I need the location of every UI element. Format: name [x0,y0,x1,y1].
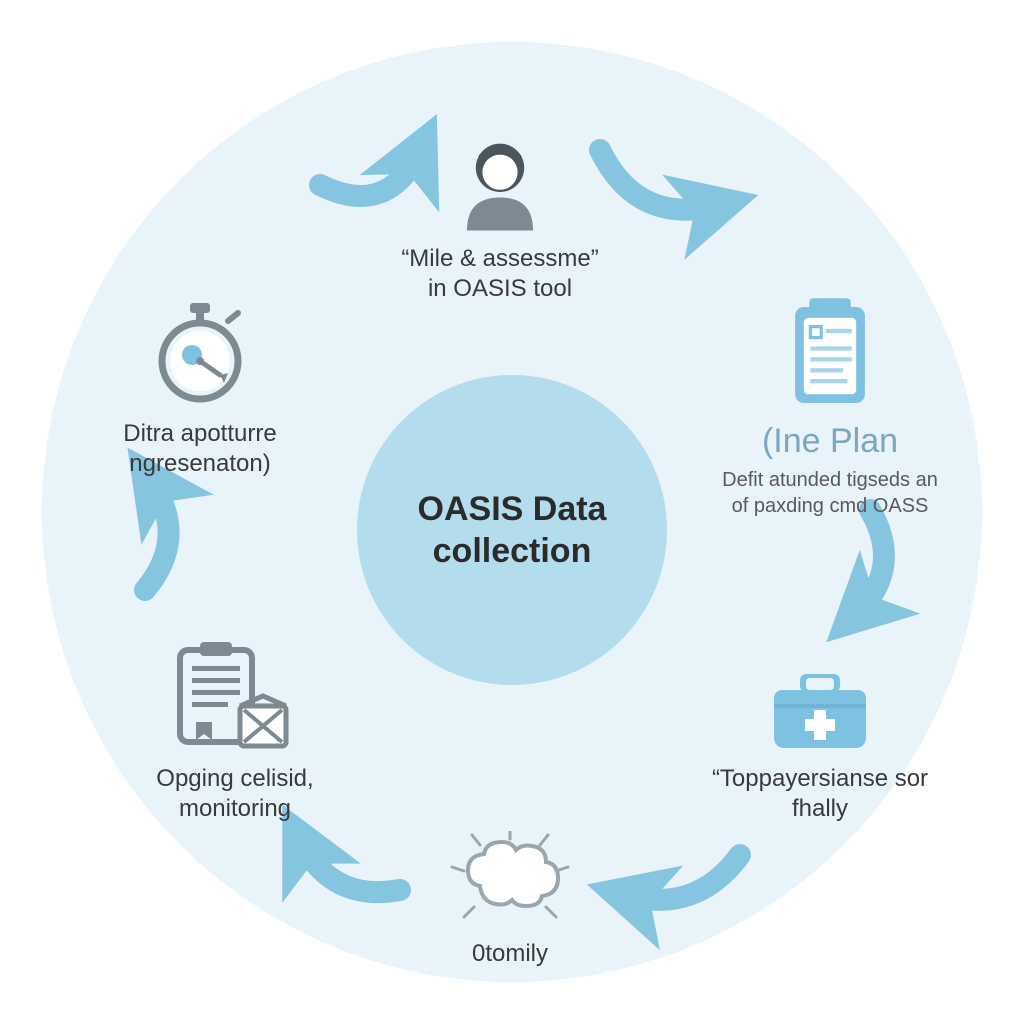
medkit-icon [690,656,950,756]
node-monitoring: Opging celisid, monitoring [105,636,365,824]
node-otomily: 0tomily [380,831,640,969]
node-subtitle: Defit atunded tigseds an of paxding cmd … [700,466,960,518]
stopwatch-icon [70,301,330,411]
node-title: “Toppayersianse sor fhally [690,764,950,824]
node-stopwatch: Ditra apotturre ngresenaton) [70,301,330,479]
node-title: (Ine Plan [700,420,960,463]
node-title: “Mile & assessme” in OASIS tool [370,244,630,304]
clipboard-list-icon [700,292,960,412]
diagram-stage: OASIS Data collection “Mile & assessme” … [0,0,1024,1024]
node-title: Ditra apotturre ngresenaton) [70,419,330,479]
node-title: Opging celisid, monitoring [105,764,365,824]
center-label: OASIS Data collection [418,488,607,573]
center-circle: OASIS Data collection [357,375,667,685]
node-plan: (Ine PlanDefit atunded tigseds an of pax… [700,292,960,519]
clipboard-box-icon [105,636,365,756]
brain-icon [380,831,640,931]
node-kit: “Toppayersianse sor fhally [690,656,950,824]
node-title: 0tomily [380,939,640,969]
person-icon [370,126,630,236]
node-assess: “Mile & assessme” in OASIS tool [370,126,630,304]
